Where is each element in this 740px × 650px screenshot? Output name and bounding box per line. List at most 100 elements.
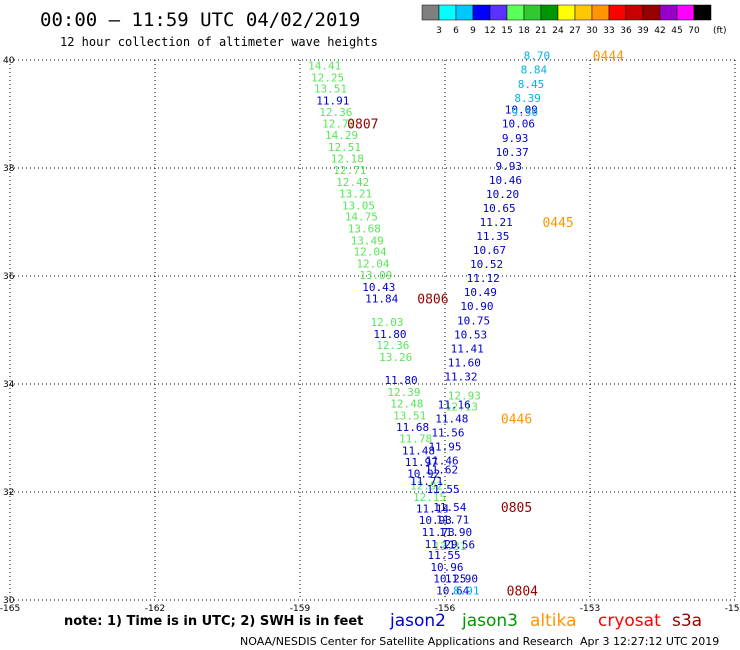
wave-height-label-jason2: 11.80 [384, 374, 417, 387]
x-tick-labels: -165 -162 -159 -156 -153 -150 [0, 604, 740, 614]
colorbar-label: 39 [637, 26, 649, 36]
wave-height-label-jason2: 11.60 [448, 356, 481, 369]
y-tick-label: 38 [3, 164, 15, 174]
wave-height-label-jason3: 12.15 [413, 491, 446, 504]
colorbar-swatch [608, 4, 627, 21]
wave-height-label-jason3: 14.75 [345, 211, 378, 224]
wave-height-label-jason2: 11.91 [316, 95, 349, 108]
wave-height-label-jason2: 10.90 [460, 300, 493, 313]
colorbar-label: 27 [569, 26, 580, 36]
colorbar-swatch [438, 4, 457, 21]
legend-jason3: jason3 [461, 611, 518, 631]
colorbar-label: 33 [603, 26, 614, 36]
wave-height-label-jason3: 12.36 [319, 106, 352, 119]
wave-height-label-jason2: 10.75 [457, 314, 490, 327]
wave-height-label-jason2: 11.56 [442, 538, 475, 551]
wave-height-label-jason3: 12.36 [376, 339, 409, 352]
wave-height-label-jason3: 12.25 [311, 71, 344, 84]
wave-height-label-jason3: 12.31 [433, 540, 466, 553]
wave-height-label-jason3: 13.51 [393, 409, 426, 422]
x-tick-label: -162 [145, 604, 165, 614]
wave-height-label-jason2: 11.73 [422, 526, 455, 539]
colorbar-label: 6 [453, 26, 459, 36]
wave-height-label-jason3: 12.18 [331, 152, 364, 165]
wave-height-label-jason2: 11.55 [427, 549, 460, 562]
wave-height-label-jason2: 10.37 [496, 146, 529, 159]
wave-height-label-altika: 8.91 [453, 584, 480, 597]
wave-height-label-jason2: 11.71 [436, 514, 469, 527]
wave-height-label-jason2: 11.41 [451, 342, 484, 355]
colorbar-label: 9 [470, 26, 476, 36]
footer-note: note: 1) Time is in UTC; 2) SWH is in fe… [64, 614, 363, 629]
chart-title: 00:00 – 11:59 UTC 04/02/2019 [40, 9, 360, 31]
colorbar-label: 42 [654, 26, 665, 36]
time-annotation: 0804 [507, 584, 538, 599]
wave-height-label-jason2: 11.80 [373, 328, 406, 341]
wave-height-label-altika: 8.84 [521, 64, 548, 77]
y-tick-label: 30 [3, 596, 15, 606]
wave-height-label-jason3: 12.51 [328, 141, 361, 154]
colorbar-swatch [574, 4, 593, 21]
colorbar-swatch [421, 4, 440, 21]
y-tick-label: 36 [3, 272, 15, 282]
wave-height-label-jason2: 10.93 [419, 514, 452, 527]
wave-height-label-jason2: 9.93 [496, 160, 523, 173]
wave-height-label-jason2: 11.14 [416, 503, 449, 516]
wave-height-label-altika: 8.70 [524, 50, 551, 63]
wave-height-label-jason3: 13.21 [339, 187, 372, 200]
y-tick-labels: 30 32 34 36 38 40 [3, 56, 15, 606]
wave-height-label-jason2: 11.55 [427, 483, 460, 496]
colorbar-swatch [506, 4, 525, 21]
wave-height-label-jason2: 11.46 [426, 455, 459, 468]
wave-height-label-jason3: 14.41 [308, 59, 341, 72]
wave-height-label-jason3: 12.93 [448, 389, 481, 402]
legend-s3a: s3a [672, 611, 702, 631]
wave-height-label-jason2: 10.43 [362, 281, 395, 294]
time-annotation: 0445 [542, 216, 573, 231]
x-tick-label: -159 [290, 604, 311, 614]
wave-height-label-jason2: 11.35 [476, 230, 509, 243]
wave-height-label-jason3: 14.29 [325, 129, 358, 142]
wave-height-label-jason3: 12.48 [390, 397, 423, 410]
x-tick-label: -153 [580, 604, 600, 614]
wave-height-label-jason2: 10.64 [436, 584, 469, 597]
time-annotation: 0446 [501, 413, 532, 428]
footer-timestamp: Apr 3 12:27:12 UTC 2019 [580, 635, 719, 648]
wave-height-label-jason3: 12.92 [410, 480, 443, 493]
x-tick-label: -156 [435, 604, 456, 614]
wave-height-label-jason2: 11.48 [435, 413, 468, 426]
colorbar-swatch [676, 4, 695, 21]
wave-height-label-jason2: 11.12 [467, 272, 500, 285]
wave-height-label-altika: 8.45 [518, 78, 545, 91]
colorbar-label: 18 [518, 26, 530, 36]
colorbar-swatch [523, 4, 542, 21]
time-annotation: 0444 [593, 50, 624, 65]
colorbar-swatch [642, 4, 661, 21]
wave-height-label-jason3: 13.26 [379, 351, 412, 364]
footer-credit: NOAA/NESDIS Center for Satellite Applica… [240, 635, 573, 648]
wave-height-label-jason2: 10.06 [502, 118, 535, 131]
wave-height-label-jason2: 11.21 [480, 216, 513, 229]
wave-height-label-jason2: 11.84 [365, 293, 398, 306]
colorbar-swatch [455, 4, 474, 21]
colorbar-label: 21 [535, 26, 546, 36]
legend-jason2: jason2 [389, 611, 446, 631]
wave-height-label-jason2: 10.53 [454, 328, 487, 341]
wave-height-label-jason3: 12.72 [322, 118, 355, 131]
colorbar-label: 36 [620, 26, 632, 36]
y-tick-label: 40 [3, 56, 15, 66]
wave-height-label-jason2: 10.49 [464, 286, 497, 299]
wave-height-label-jason2: 10.67 [473, 244, 506, 257]
wave-height-label-jason2: 11.56 [431, 427, 464, 440]
data-labels: 14.4112.2513.5112.3612.7214.2912.5112.18… [308, 50, 550, 598]
wave-height-label-jason2: 10.52 [470, 258, 503, 271]
colorbar-swatch [489, 4, 508, 21]
colorbar-swatch [659, 4, 678, 21]
wave-height-label-jason3: 12.42 [336, 176, 369, 189]
wave-height-label-jason2: 10.96 [430, 561, 463, 574]
satellite-legend: jason2 jason3 altika cryosat s3a [389, 611, 702, 631]
wave-height-label-jason2: 10.25 [433, 572, 466, 585]
x-tick-label: -165 [0, 604, 20, 614]
wave-height-label-altika: 8.39 [514, 92, 541, 105]
plot-grid [9, 59, 736, 601]
